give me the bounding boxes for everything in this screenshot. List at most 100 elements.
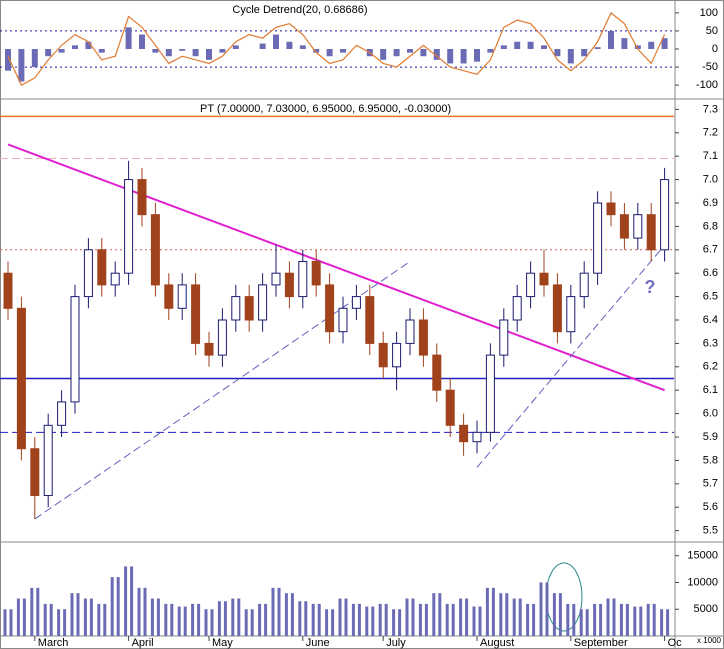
highlight-ellipse [545, 562, 583, 632]
candle-body [619, 214, 629, 239]
volume-bar [70, 593, 74, 636]
osc-bar [232, 45, 239, 49]
volume-bar [418, 603, 422, 636]
x-tick-label: Oc [668, 637, 683, 649]
volume-bar [585, 609, 589, 636]
osc-bar [125, 27, 132, 49]
candle-body [566, 296, 576, 333]
volume-bar [137, 587, 141, 636]
volume-bar [143, 587, 147, 636]
volume-bar [539, 582, 543, 636]
volume-bar [217, 601, 221, 636]
unit-label: x 1000 [697, 636, 722, 645]
volume-bar [124, 566, 128, 636]
osc-bar [581, 49, 588, 57]
volume-bar [660, 609, 664, 636]
candle-body [646, 214, 656, 251]
candle-body [432, 354, 442, 391]
candle-body [418, 319, 428, 356]
volume-bar [438, 593, 442, 636]
volume-bar [558, 593, 562, 636]
osc-bar [420, 49, 427, 57]
volume-bar [250, 609, 254, 636]
osc-bar [567, 49, 574, 64]
y-tick-label: 6.1 [703, 384, 718, 396]
volume-bar [424, 603, 428, 636]
volume-bar [392, 609, 396, 636]
candle-body [217, 319, 227, 356]
volume-bar [351, 603, 355, 636]
volume-bar [30, 587, 34, 636]
trendline [476, 244, 665, 468]
osc-bar [313, 49, 320, 53]
osc-bar [460, 49, 467, 64]
candle-body [579, 272, 589, 298]
volume-bar [432, 593, 436, 636]
candle-body [311, 260, 321, 286]
price-title: PT (7.00000, 7.03000, 6.95000, 6.95000, … [200, 103, 451, 115]
volume-bar [244, 609, 248, 636]
x-tick-label: September [574, 637, 628, 649]
candle-body [405, 319, 415, 344]
candle-body [3, 272, 13, 309]
candle-body [258, 284, 268, 321]
candle-body [512, 296, 522, 321]
candle-body [365, 296, 375, 344]
osc-bar [326, 49, 333, 57]
candle-body [539, 272, 549, 286]
volume-bar [344, 598, 348, 636]
volume-bar [625, 603, 629, 636]
volume-bar [183, 606, 187, 636]
y-tick-label: 6.5 [703, 291, 718, 303]
y-tick-label: 6.8 [703, 220, 718, 232]
volume-bar [579, 609, 583, 636]
volume-bar [271, 587, 275, 636]
candle-body [552, 284, 562, 333]
volume-bar [57, 609, 61, 636]
candle-body [137, 179, 147, 216]
y-tick-label: 6.0 [703, 408, 718, 420]
volume-bar [63, 609, 67, 636]
volume-bar [459, 598, 463, 636]
volume-bar [204, 609, 208, 636]
osc-bar [527, 41, 534, 49]
volume-bar [83, 598, 87, 636]
y-tick-label: 5.5 [703, 525, 718, 537]
volume-bar [16, 598, 20, 636]
osc-bar [219, 49, 226, 53]
volume-bar [298, 601, 302, 636]
volume-bar [3, 609, 7, 636]
candle-body [445, 389, 455, 426]
candle-body [204, 342, 214, 356]
volume-bar [365, 606, 369, 636]
candle-body [351, 296, 361, 309]
candle-body [110, 272, 120, 286]
volume-bar [223, 601, 227, 636]
volume-bar [593, 603, 597, 636]
osc-bar [500, 45, 507, 49]
volume-bar [258, 603, 262, 636]
candle-body [83, 249, 93, 298]
volume-bar [599, 603, 603, 636]
volume-bar [606, 598, 610, 636]
candle-body [392, 342, 402, 368]
x-tick-label: May [212, 637, 233, 649]
volume-bar [485, 587, 489, 636]
osc-bar [634, 45, 641, 49]
volume-bar [633, 606, 637, 636]
x-tick-label: March [38, 637, 69, 649]
candle-body [378, 342, 388, 368]
osc-bar [58, 49, 65, 53]
volume-bar [264, 603, 268, 636]
volume-bar [338, 598, 342, 636]
volume-bar [277, 587, 281, 636]
candle-body [164, 284, 174, 309]
y-tick-label: 7.1 [703, 150, 718, 162]
osc-bar [165, 49, 172, 57]
y-tick-label: 100 [700, 7, 718, 19]
x-tick-label: June [306, 637, 330, 649]
volume-bar [36, 587, 40, 636]
volume-bar [89, 598, 93, 636]
volume-bar [398, 609, 402, 636]
y-tick-label: 15000 [687, 550, 718, 562]
